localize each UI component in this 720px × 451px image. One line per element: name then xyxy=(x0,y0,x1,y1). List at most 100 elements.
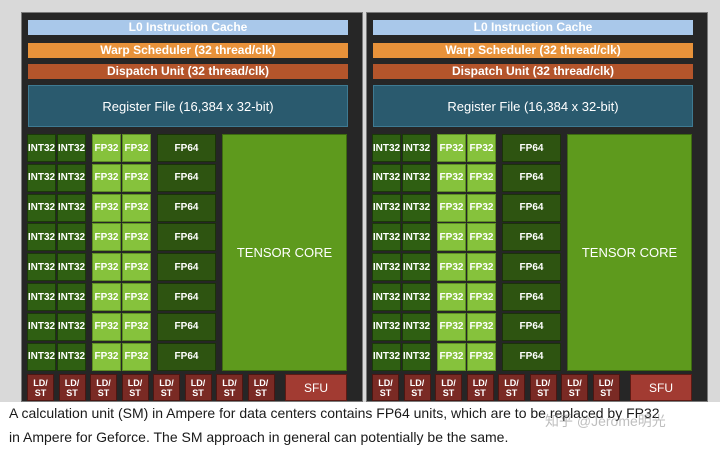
l0-instruction-cache: L0 Instruction Cache xyxy=(28,20,348,35)
fp32-unit: FP32 xyxy=(122,253,151,282)
fp32-unit: FP32 xyxy=(122,312,151,341)
ld-st-label-top: LD/ xyxy=(441,377,456,388)
ld-st-label-bottom: ST xyxy=(223,387,236,398)
dispatch-unit: Dispatch Unit (32 thread/clk) xyxy=(28,64,348,79)
ld-st-label-bottom: ST xyxy=(34,387,47,398)
int32-unit: INT32 xyxy=(372,163,401,192)
fp32-unit: FP32 xyxy=(92,283,121,311)
int32-unit: INT32 xyxy=(27,193,56,222)
caption-line-1: A calculation unit (SM) in Ampere for da… xyxy=(9,405,660,421)
fp32-unit: FP32 xyxy=(467,134,496,162)
ld-st-label-bottom: ST xyxy=(600,387,612,398)
ld-st-label-bottom: ST xyxy=(66,387,78,398)
tensor-core: TENSOR CORE xyxy=(222,134,347,371)
ld-st-label-top: LD/ xyxy=(190,377,206,388)
ld-st-unit: LD/ST xyxy=(592,374,620,401)
fp32-unit: FP32 xyxy=(467,283,496,311)
ld-st-label-bottom: ST xyxy=(505,387,518,398)
ld-st-label-top: LD/ xyxy=(222,377,237,388)
ld-st-label-top: LD/ xyxy=(598,377,614,388)
sfu-unit: SFU xyxy=(630,374,692,401)
int32-unit: INT32 xyxy=(372,223,401,252)
ld-st-unit: LD/ST xyxy=(529,374,557,401)
int32-unit: INT32 xyxy=(402,312,431,341)
caption-line-2: in Ampere for Geforce. The SM approach i… xyxy=(9,429,509,445)
ld-st-label-bottom: ST xyxy=(97,387,110,398)
fp32-unit: FP32 xyxy=(122,223,151,252)
ld-st-unit: LD/ST xyxy=(435,374,462,401)
fp64-unit: FP64 xyxy=(502,193,561,222)
fp32-unit: FP32 xyxy=(122,283,151,311)
fp32-unit: FP32 xyxy=(92,193,121,222)
fp64-unit: FP64 xyxy=(157,342,216,371)
fp64-unit: FP64 xyxy=(502,342,561,371)
int32-unit: INT32 xyxy=(27,283,56,311)
fp32-unit: FP32 xyxy=(122,193,151,222)
fp32-unit: FP32 xyxy=(92,253,121,282)
ld-st-unit: LD/ST xyxy=(498,374,525,401)
ld-st-label-bottom: ST xyxy=(379,387,392,398)
fp32-unit: FP32 xyxy=(467,193,496,222)
ld-st-unit: LD/ST xyxy=(121,374,149,401)
ld-st-unit: LD/ST xyxy=(372,374,399,401)
fp32-unit: FP32 xyxy=(92,223,121,252)
int32-unit: INT32 xyxy=(372,134,401,162)
ld-st-label-bottom: ST xyxy=(160,387,173,398)
int32-unit: INT32 xyxy=(57,223,86,252)
int32-unit: INT32 xyxy=(372,253,401,282)
int32-unit: INT32 xyxy=(402,253,431,282)
sm-partition-left: L0 Instruction Cache Warp Scheduler (32 t… xyxy=(21,12,363,402)
fp32-unit: FP32 xyxy=(437,163,466,192)
fp32-unit: FP32 xyxy=(467,163,496,192)
sfu-unit: SFU xyxy=(285,374,347,401)
ld-st-label-top: LD/ xyxy=(378,377,393,388)
ld-st-unit: LD/ST xyxy=(153,374,180,401)
ld-st-label-bottom: ST xyxy=(568,387,581,398)
int32-unit: INT32 xyxy=(402,193,431,222)
fp64-unit: FP64 xyxy=(157,312,216,341)
fp64-unit: FP64 xyxy=(502,283,561,311)
ld-st-unit: LD/ST xyxy=(403,374,431,401)
fp32-unit: FP32 xyxy=(437,223,466,252)
ld-st-label-bottom: ST xyxy=(442,387,455,398)
fp64-unit: FP64 xyxy=(502,312,561,341)
fp64-unit: FP64 xyxy=(157,163,216,192)
tensor-core: TENSOR CORE xyxy=(567,134,692,371)
ld-st-label-top: LD/ xyxy=(159,377,174,388)
fp32-unit: FP32 xyxy=(92,163,121,192)
ld-st-label-bottom: ST xyxy=(411,387,423,398)
ld-st-label-top: LD/ xyxy=(127,377,143,388)
fp64-unit: FP64 xyxy=(157,253,216,282)
int32-unit: INT32 xyxy=(402,163,431,192)
fp32-unit: FP32 xyxy=(92,134,121,162)
int32-unit: INT32 xyxy=(57,342,86,371)
fp64-unit: FP64 xyxy=(502,163,561,192)
fp32-unit: FP32 xyxy=(467,312,496,341)
ld-st-label-top: LD/ xyxy=(33,377,48,388)
int32-unit: INT32 xyxy=(27,134,56,162)
sm-partition-right: L0 Instruction Cache Warp Scheduler (32 t… xyxy=(366,12,708,402)
int32-unit: INT32 xyxy=(402,342,431,371)
fp32-unit: FP32 xyxy=(437,342,466,371)
fp32-unit: FP32 xyxy=(122,342,151,371)
ld-st-label-top: LD/ xyxy=(96,377,111,388)
fp32-unit: FP32 xyxy=(437,283,466,311)
int32-unit: INT32 xyxy=(57,283,86,311)
int32-unit: INT32 xyxy=(372,342,401,371)
fp32-unit: FP32 xyxy=(437,134,466,162)
fp32-unit: FP32 xyxy=(122,134,151,162)
fp64-unit: FP64 xyxy=(157,283,216,311)
fp64-unit: FP64 xyxy=(502,134,561,162)
fp32-unit: FP32 xyxy=(437,253,466,282)
ld-st-label-bottom: ST xyxy=(474,387,486,398)
fp64-unit: FP64 xyxy=(157,223,216,252)
int32-unit: INT32 xyxy=(27,312,56,341)
ld-st-unit: LD/ST xyxy=(561,374,588,401)
fp32-unit: FP32 xyxy=(467,342,496,371)
ld-st-label-top: LD/ xyxy=(409,377,425,388)
ld-st-unit: LD/ST xyxy=(247,374,275,401)
ld-st-label-top: LD/ xyxy=(535,377,551,388)
int32-unit: INT32 xyxy=(57,163,86,192)
warp-scheduler: Warp Scheduler (32 thread/clk) xyxy=(373,43,693,58)
ld-st-unit: LD/ST xyxy=(90,374,117,401)
